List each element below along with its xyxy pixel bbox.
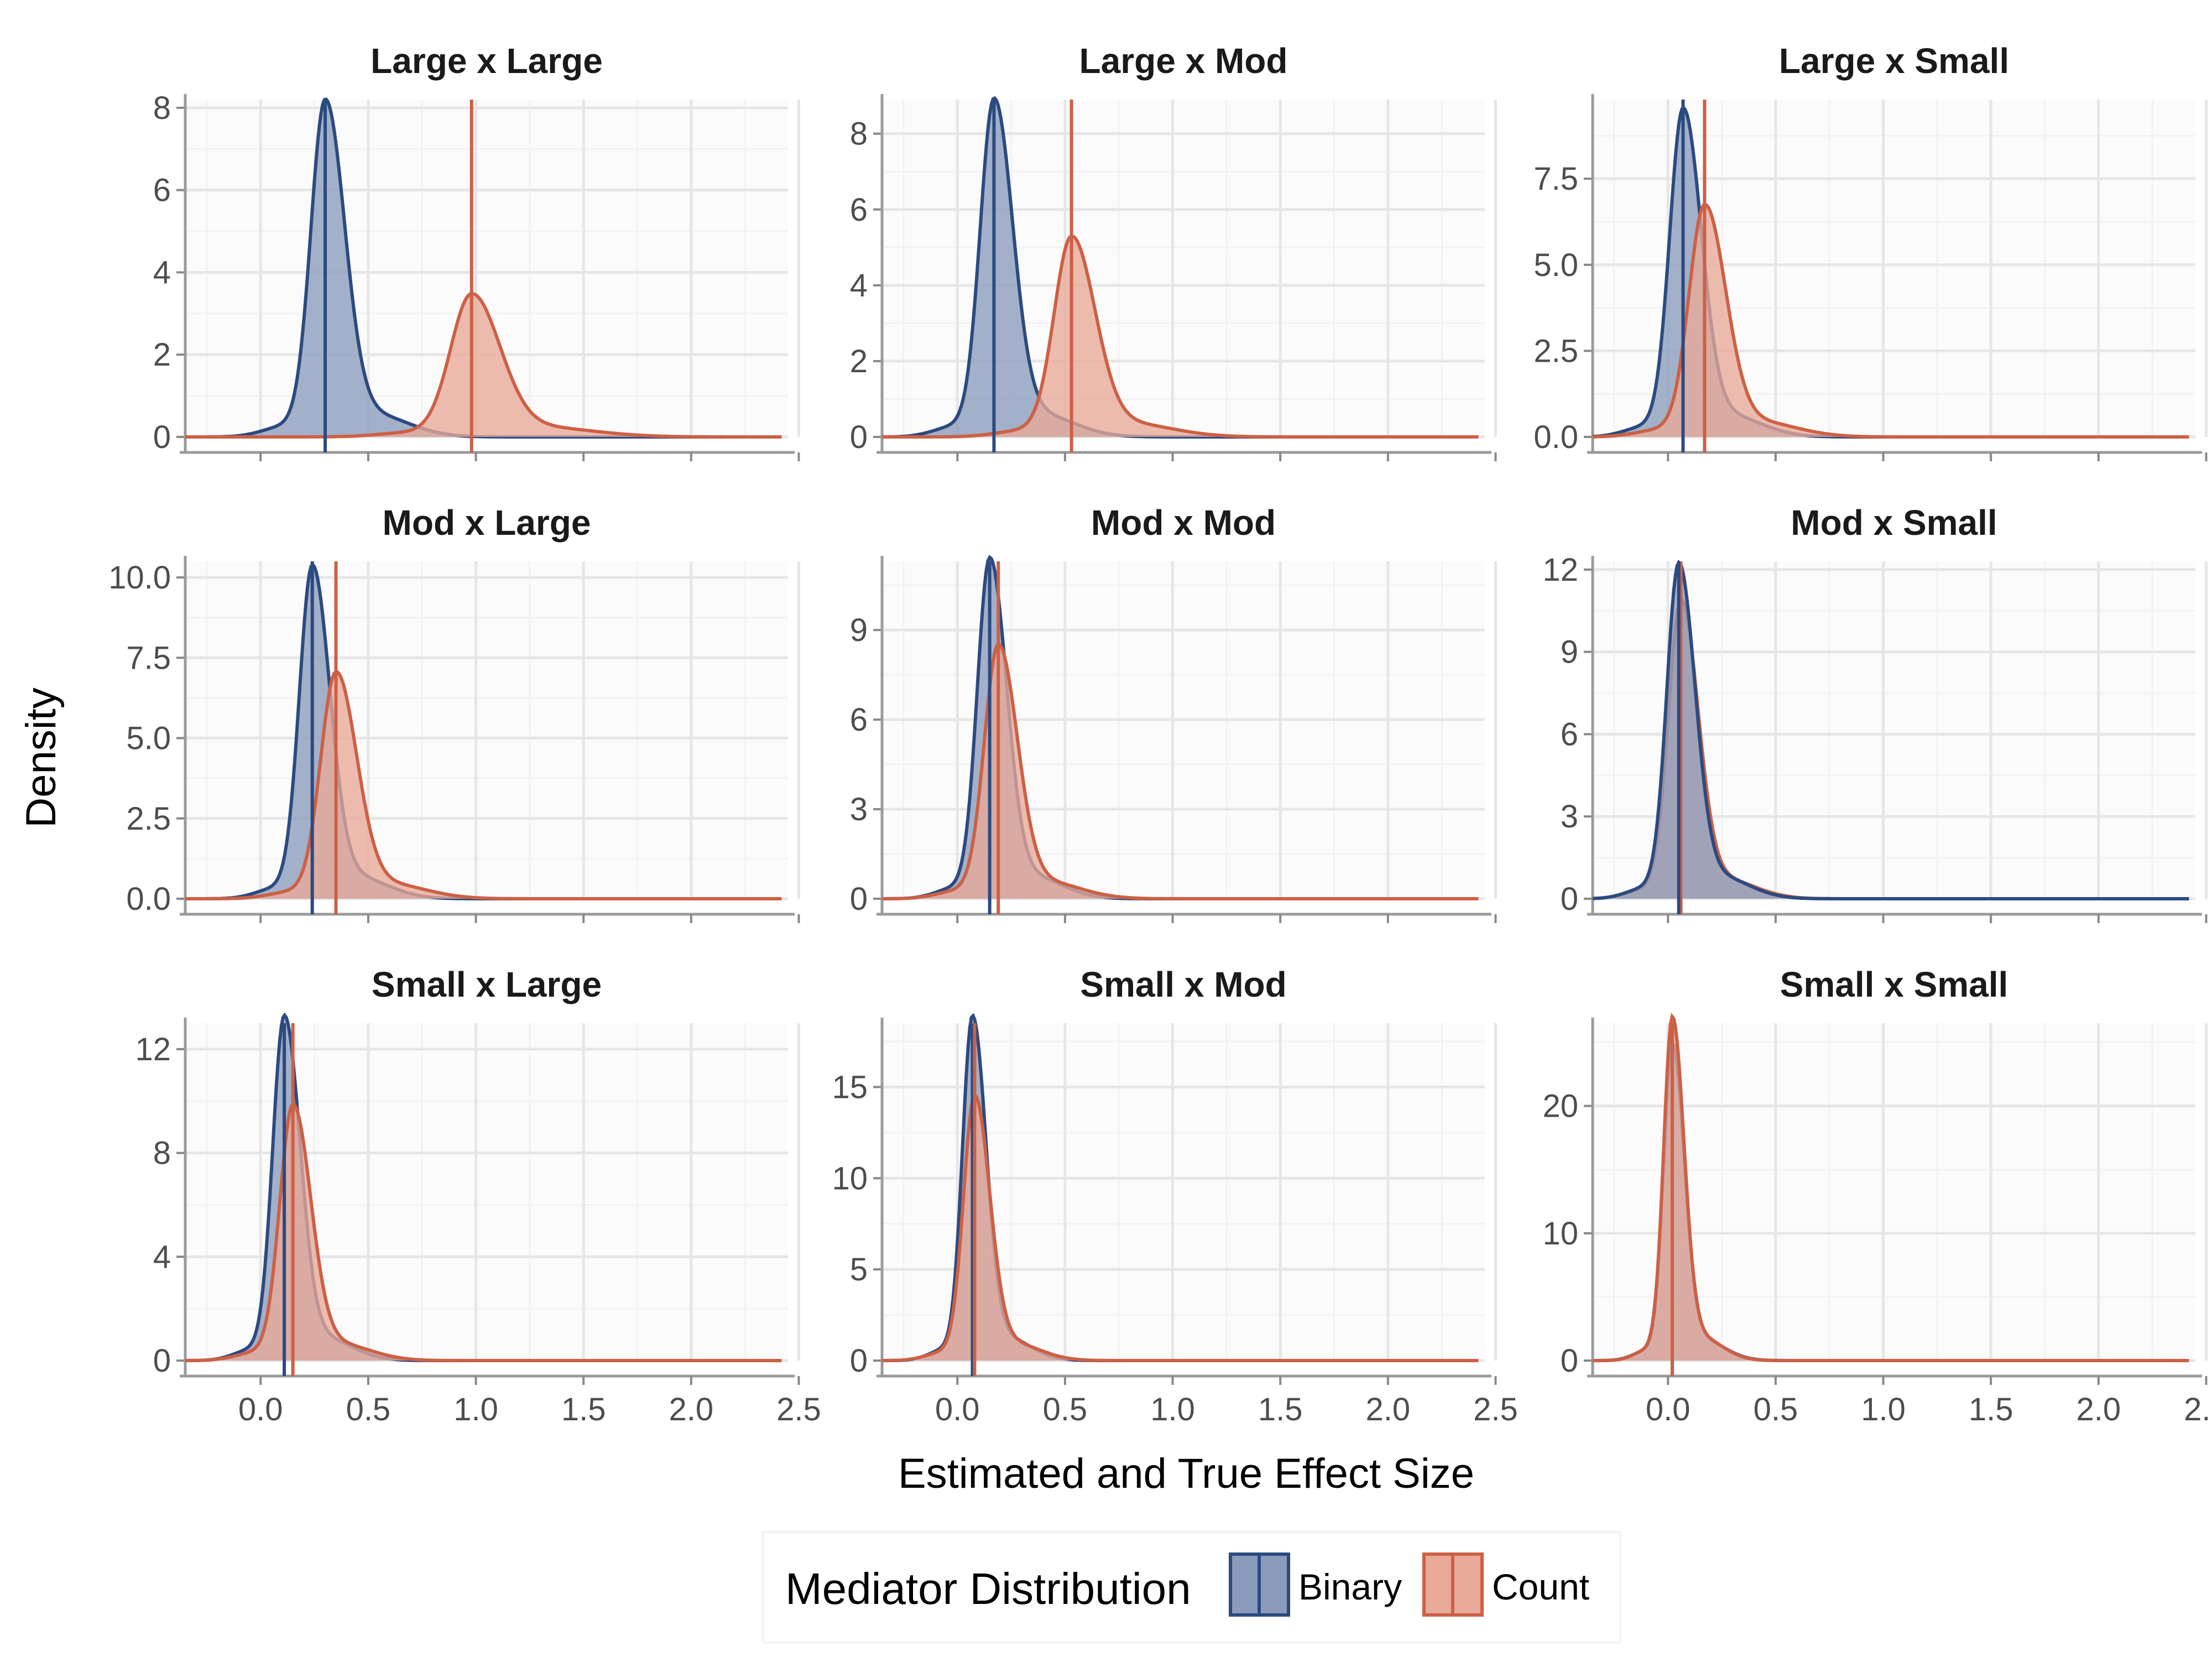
density-area-binary xyxy=(882,98,1479,437)
x-tick-label: 2.0 xyxy=(2077,1392,2121,1427)
x-tick-label: 2.0 xyxy=(669,1392,714,1427)
y-tick-label: 2.5 xyxy=(1533,333,1578,369)
density-line-count xyxy=(1593,1013,2189,1362)
y-tick-label: 6 xyxy=(850,192,868,228)
panel-large-x-mod: 0 2 4 6 8 Large x Mod xyxy=(850,41,1497,461)
x-tick-label: 0.5 xyxy=(1043,1392,1088,1427)
legend-label-count: Count xyxy=(1492,1566,1589,1607)
y-tick-label: 3 xyxy=(850,791,868,827)
x-tick-label: 0.0 xyxy=(935,1392,980,1427)
panel-mod-x-large: 0.0 2.5 5.0 7.5 10.0 Mod x Large xyxy=(108,503,800,923)
y-tick-label: 7.5 xyxy=(1533,161,1578,197)
panel-small-x-mod: 0 5 10 15 0.0 0.5 1.0 1.5 2.0 2.5 Small x Mod xyxy=(832,965,1517,1427)
y-tick-label: 9 xyxy=(850,612,868,648)
y-tick-label: 0 xyxy=(153,1343,171,1379)
panel-title: Small x Small xyxy=(1780,965,2008,1004)
y-tick-label: 0.0 xyxy=(126,881,171,917)
panel-large-x-small: 0.0 2.5 5.0 7.5 Large x Small xyxy=(1533,41,2208,461)
panel-title: Small x Large xyxy=(372,965,602,1004)
legend-title: Mediator Distribution xyxy=(785,1564,1191,1613)
x-tick-label: 0.0 xyxy=(238,1392,283,1427)
x-tick-label: 2.5 xyxy=(2184,1392,2212,1427)
y-tick-label: 9 xyxy=(1561,634,1578,670)
y-tick-label: 6 xyxy=(153,173,171,209)
y-tick-label: 2.5 xyxy=(126,801,171,837)
density-area-count xyxy=(185,1104,782,1361)
y-tick-label: 10 xyxy=(832,1160,868,1196)
density-line-count xyxy=(185,291,782,439)
density-line-binary xyxy=(1592,560,2189,900)
density-area-binary xyxy=(185,99,782,437)
panel-small-x-large: 0 4 8 12 0.0 0.5 1.0 1.5 2.0 2.5 Small x Large xyxy=(135,965,821,1427)
y-tick-label: 12 xyxy=(135,1031,171,1067)
y-tick-label: 5.0 xyxy=(126,721,171,757)
panel-title: Mod x Small xyxy=(1791,503,1997,543)
panel-mod-x-small: 0 3 6 9 12 Mod x Small xyxy=(1542,503,2208,923)
density-line-count xyxy=(1593,202,2189,439)
x-tick-label: 1.0 xyxy=(453,1392,498,1427)
legend-entry-binary: Binary xyxy=(1229,1552,1402,1617)
x-tick-label: 1.5 xyxy=(561,1392,606,1427)
y-tick-label: 8 xyxy=(153,90,171,126)
legend: Mediator Distribution Binary Count xyxy=(762,1531,1621,1644)
y-tick-label: 8 xyxy=(153,1135,171,1171)
y-tick-label: 5 xyxy=(850,1252,868,1288)
x-tick-label: 2.5 xyxy=(1473,1392,1518,1427)
y-tick-label: 12 xyxy=(1542,552,1578,588)
x-tick-label: 1.0 xyxy=(1861,1392,1906,1427)
density-line-count xyxy=(881,1092,1479,1362)
density-area-count xyxy=(185,294,782,437)
y-tick-label: 15 xyxy=(832,1069,868,1105)
y-tick-label: 4 xyxy=(153,1239,171,1275)
panel-title: Small x Mod xyxy=(1080,965,1286,1004)
density-line-count xyxy=(185,670,782,900)
y-axis-title: Density xyxy=(18,687,65,827)
y-tick-label: 3 xyxy=(1561,799,1578,835)
density-line-count xyxy=(882,642,1479,900)
x-tick-label: 2.5 xyxy=(776,1392,821,1427)
legend-label-binary: Binary xyxy=(1298,1566,1402,1607)
y-tick-label: 6 xyxy=(1561,716,1578,752)
panels-layer: 0 2 4 6 8 Large x Large 0 2 4 6 8 Large x Mod 0.0 2.5… xyxy=(108,41,2212,1427)
x-tick-label: 0.5 xyxy=(1754,1392,1798,1427)
panel-large-x-large: 0 2 4 6 8 Large x Large xyxy=(153,41,800,461)
x-tick-label: 0.5 xyxy=(346,1392,391,1427)
panel-small-x-small: 0 10 20 0.0 0.5 1.0 1.5 2.0 2.5 Small x Small xyxy=(1542,965,2212,1427)
y-tick-label: 0 xyxy=(1561,881,1578,917)
y-tick-label: 5.0 xyxy=(1533,247,1578,283)
density-line-count xyxy=(882,234,1479,439)
panel-title: Mod x Large xyxy=(383,503,591,543)
y-tick-label: 8 xyxy=(850,116,868,152)
y-tick-label: 2 xyxy=(153,337,171,373)
y-tick-label: 0 xyxy=(850,1343,868,1379)
y-tick-label: 0 xyxy=(1561,1343,1578,1379)
y-tick-label: 4 xyxy=(153,254,171,290)
panel-title: Large x Mod xyxy=(1079,41,1288,81)
panel-title: Large x Large xyxy=(371,41,603,81)
x-tick-label: 1.0 xyxy=(1150,1392,1195,1427)
panel-title: Large x Small xyxy=(1779,41,2009,81)
x-tick-label: 1.5 xyxy=(1969,1392,2013,1427)
y-tick-label: 0.0 xyxy=(1533,419,1578,455)
panel-mod-x-mod: 0 3 6 9 Mod x Mod xyxy=(850,503,1497,923)
y-tick-label: 7.5 xyxy=(126,640,171,676)
y-tick-label: 4 xyxy=(850,268,868,304)
y-tick-label: 10 xyxy=(1542,1216,1578,1252)
y-tick-label: 2 xyxy=(850,343,868,379)
y-tick-label: 10.0 xyxy=(108,560,171,596)
y-tick-label: 0 xyxy=(850,419,868,455)
legend-entry-count: Count xyxy=(1422,1552,1589,1617)
panel-background xyxy=(185,561,788,899)
panel-title: Mod x Mod xyxy=(1091,503,1276,543)
x-axis-title: Estimated and True Effect Size xyxy=(898,1450,1474,1497)
y-tick-label: 20 xyxy=(1542,1088,1578,1124)
x-tick-label: 0.0 xyxy=(1646,1392,1691,1427)
y-tick-label: 6 xyxy=(850,702,868,738)
y-tick-label: 0 xyxy=(153,419,171,455)
x-tick-label: 2.0 xyxy=(1366,1392,1411,1427)
x-tick-label: 1.5 xyxy=(1258,1392,1303,1427)
y-tick-label: 0 xyxy=(850,881,868,917)
